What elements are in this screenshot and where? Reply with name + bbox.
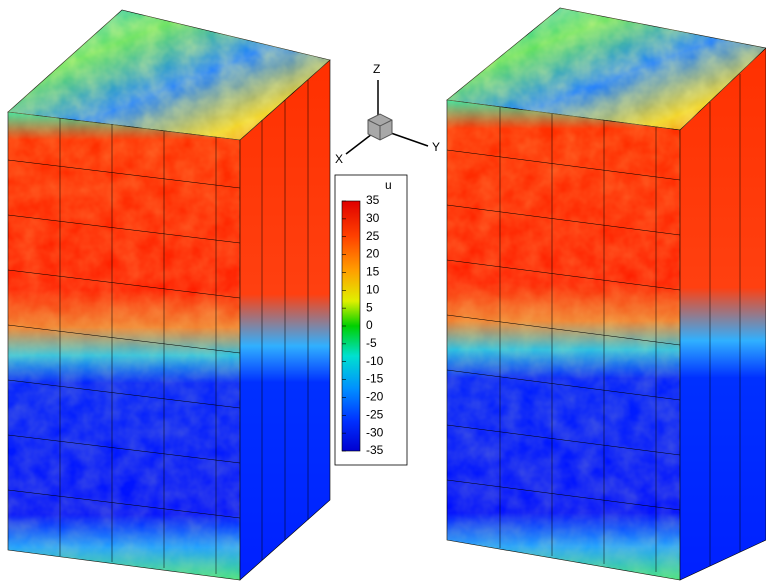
colorbar-tick-label: 5 [366,300,373,314]
colorbar-tick-label: -10 [366,354,384,368]
colorbar-tick-label: 10 [366,282,380,296]
axes-triad [346,80,428,154]
colorbar-tick-label: -30 [366,425,384,439]
colorbar-tick-label: 30 [366,211,380,225]
colorbar-tick-label: 0 [366,318,373,332]
colorbar-tick-label: -20 [366,390,384,404]
colorbar-legend: u 35 30 25 20 15 10 5 0 -5 -10 -15 -20 -25 -30 -35 [335,175,407,465]
colorbar-tick-label: -5 [366,336,377,350]
left-box [8,10,330,580]
legend-title: u [385,178,392,192]
colorbar-tick-label: 35 [366,193,380,207]
axis-label-z: Z [373,62,380,76]
visualization: Z X Y u 35 30 25 20 15 10 5 0 -5 -10 -15 -20 -25 -30 -… [0,0,766,581]
colorbar-tick-label: -15 [366,372,384,386]
right-box [447,8,766,580]
colorbar-tick-label: -25 [366,407,384,421]
colorbar-tick-label: -35 [366,443,384,457]
axis-label-x: X [335,152,343,166]
colorbar-tick-label: 20 [366,247,380,261]
colorbar-tick-label: 25 [366,229,380,243]
colorbar-tick-label: 15 [366,265,380,279]
axis-label-y: Y [432,140,440,154]
